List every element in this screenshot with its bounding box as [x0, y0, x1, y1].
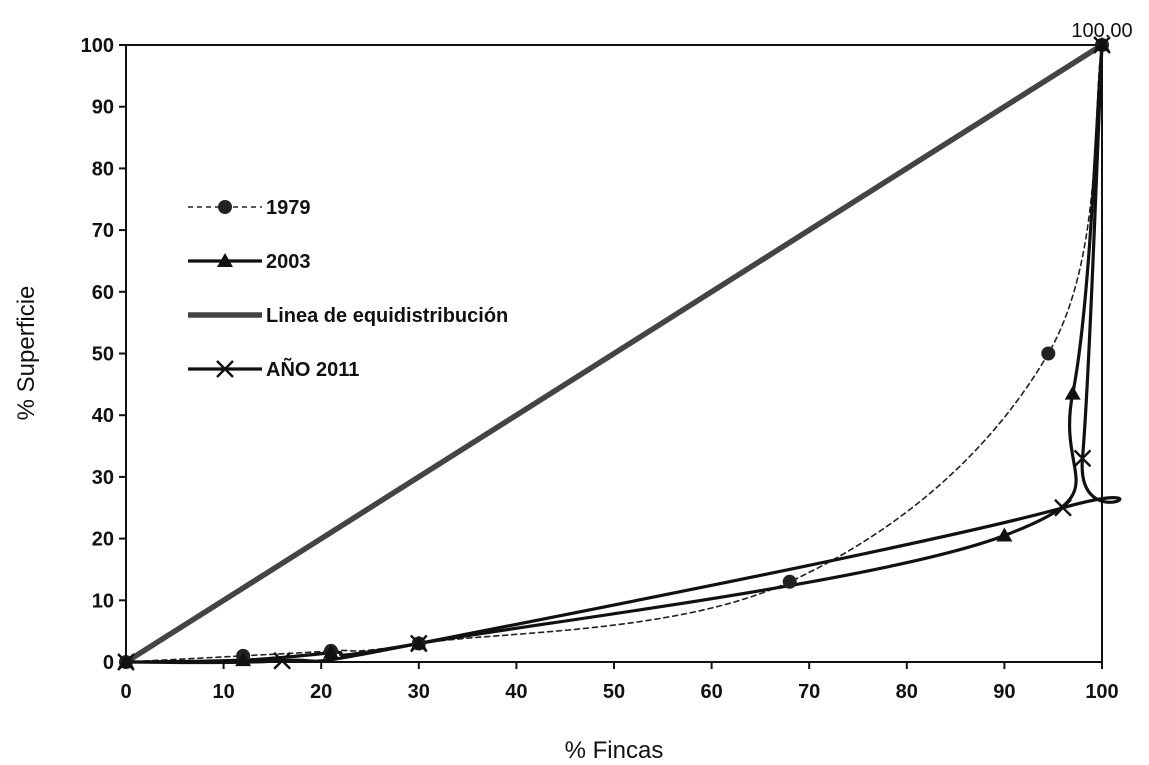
y-axis-title: % Superficie — [13, 286, 40, 421]
data-point-circle — [1041, 346, 1056, 361]
x-tick-label: 100 — [1085, 681, 1118, 703]
y-tick-label: 100 — [81, 35, 114, 57]
data-point-x — [1073, 449, 1092, 468]
x-tick-label: 20 — [310, 681, 332, 703]
x-tick-label: 10 — [212, 681, 234, 703]
y-tick-label: 50 — [92, 344, 114, 366]
y-tick-label: 0 — [103, 652, 114, 674]
x-tick-label: 60 — [700, 681, 722, 703]
data-point-triangle — [1064, 385, 1081, 400]
y-tick-label: 30 — [92, 467, 114, 489]
x-tick-label: 40 — [505, 681, 527, 703]
data-point-x — [273, 651, 292, 670]
y-tick-label: 90 — [92, 97, 114, 119]
data-point-triangle — [235, 652, 252, 667]
y-tick-label: 10 — [92, 590, 114, 612]
x-tick-label: 70 — [798, 681, 820, 703]
data-point-triangle — [1094, 37, 1110, 51]
x-tick-label: 90 — [993, 681, 1015, 703]
y-tick-label: 60 — [92, 282, 114, 304]
data-point-triangle — [322, 644, 339, 659]
x-tick-label: 30 — [408, 681, 430, 703]
y-tick-label: 40 — [92, 405, 114, 427]
legend: 1979 2003 Linea de equidistribución AÑO 201… — [188, 197, 508, 381]
data-point-triangle — [410, 635, 427, 650]
data-point-x — [1054, 498, 1072, 517]
series-line — [124, 43, 1122, 665]
data-point-triangle — [118, 654, 134, 668]
y-tick-label: 70 — [92, 220, 114, 242]
legend-marker-x — [216, 360, 234, 378]
x-tick-label: 0 — [120, 681, 131, 703]
legend-label: 1979 — [266, 197, 311, 219]
series-layer — [123, 42, 1122, 665]
y-axis: 0 10 20 30 40 50 60 70 80 90 100 — [81, 35, 126, 674]
x-axis-title: % Fincas — [565, 737, 664, 764]
legend-label: 2003 — [266, 251, 311, 273]
series-line — [123, 42, 1105, 665]
data-point-triangle — [996, 527, 1013, 542]
legend-marker-triangle — [217, 253, 233, 267]
marker-layer — [117, 36, 1111, 671]
data-point-circle — [782, 574, 797, 589]
x-tick-label: 50 — [603, 681, 625, 703]
series-line — [124, 43, 1104, 664]
x-tick-label: 80 — [896, 681, 918, 703]
x-axis: 0 10 20 30 40 50 60 70 80 90 100 — [120, 662, 1119, 703]
y-tick-label: 80 — [92, 158, 114, 180]
legend-label: AÑO 2011 — [266, 358, 359, 381]
annotation-label: 100.00 — [1071, 20, 1132, 42]
legend-label: Linea de equidistribución — [266, 305, 508, 327]
legend-marker-circle — [218, 200, 232, 214]
y-tick-label: 20 — [92, 529, 114, 551]
series-line — [125, 44, 1103, 663]
